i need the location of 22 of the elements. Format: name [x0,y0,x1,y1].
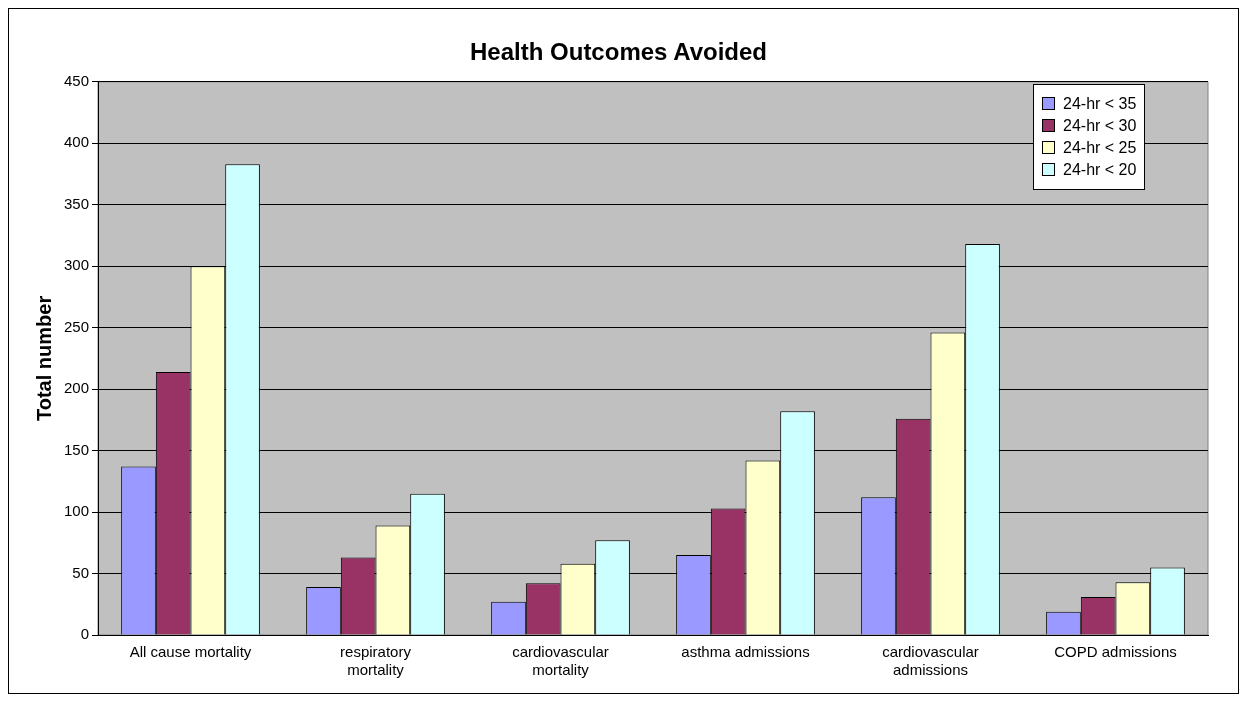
chart-title: Health Outcomes Avoided [470,38,767,66]
x-tick-label: COPD admissions [1054,643,1177,661]
y-tick-label: 450 [64,71,90,89]
legend-label: 24-hr < 25 [1063,138,1137,157]
y-tick-label: 300 [64,256,90,274]
y-tick-label: 150 [64,440,90,458]
legend-label: 24-hr < 35 [1063,94,1137,113]
y-tick-label: 350 [64,194,90,212]
y-axis-title: Total number [32,295,55,421]
x-tick-label: cardiovascular mortality [512,643,609,679]
legend-label: 24-hr < 20 [1063,160,1137,179]
x-tick-label: All cause mortality [129,643,252,661]
x-tick-label: asthma admissions [681,643,810,661]
legend-label: 24-hr < 30 [1063,116,1137,135]
y-tick-label: 0 [80,625,90,643]
y-tick-label: 100 [64,502,90,520]
y-tick-label: 50 [72,563,90,581]
x-tick-label: cardiovascular admissions [882,643,979,679]
y-tick-label: 200 [64,379,90,397]
y-tick-label: 250 [64,317,90,335]
x-tick-label: respiratory mortality [340,643,412,679]
y-tick-label: 400 [64,133,90,151]
